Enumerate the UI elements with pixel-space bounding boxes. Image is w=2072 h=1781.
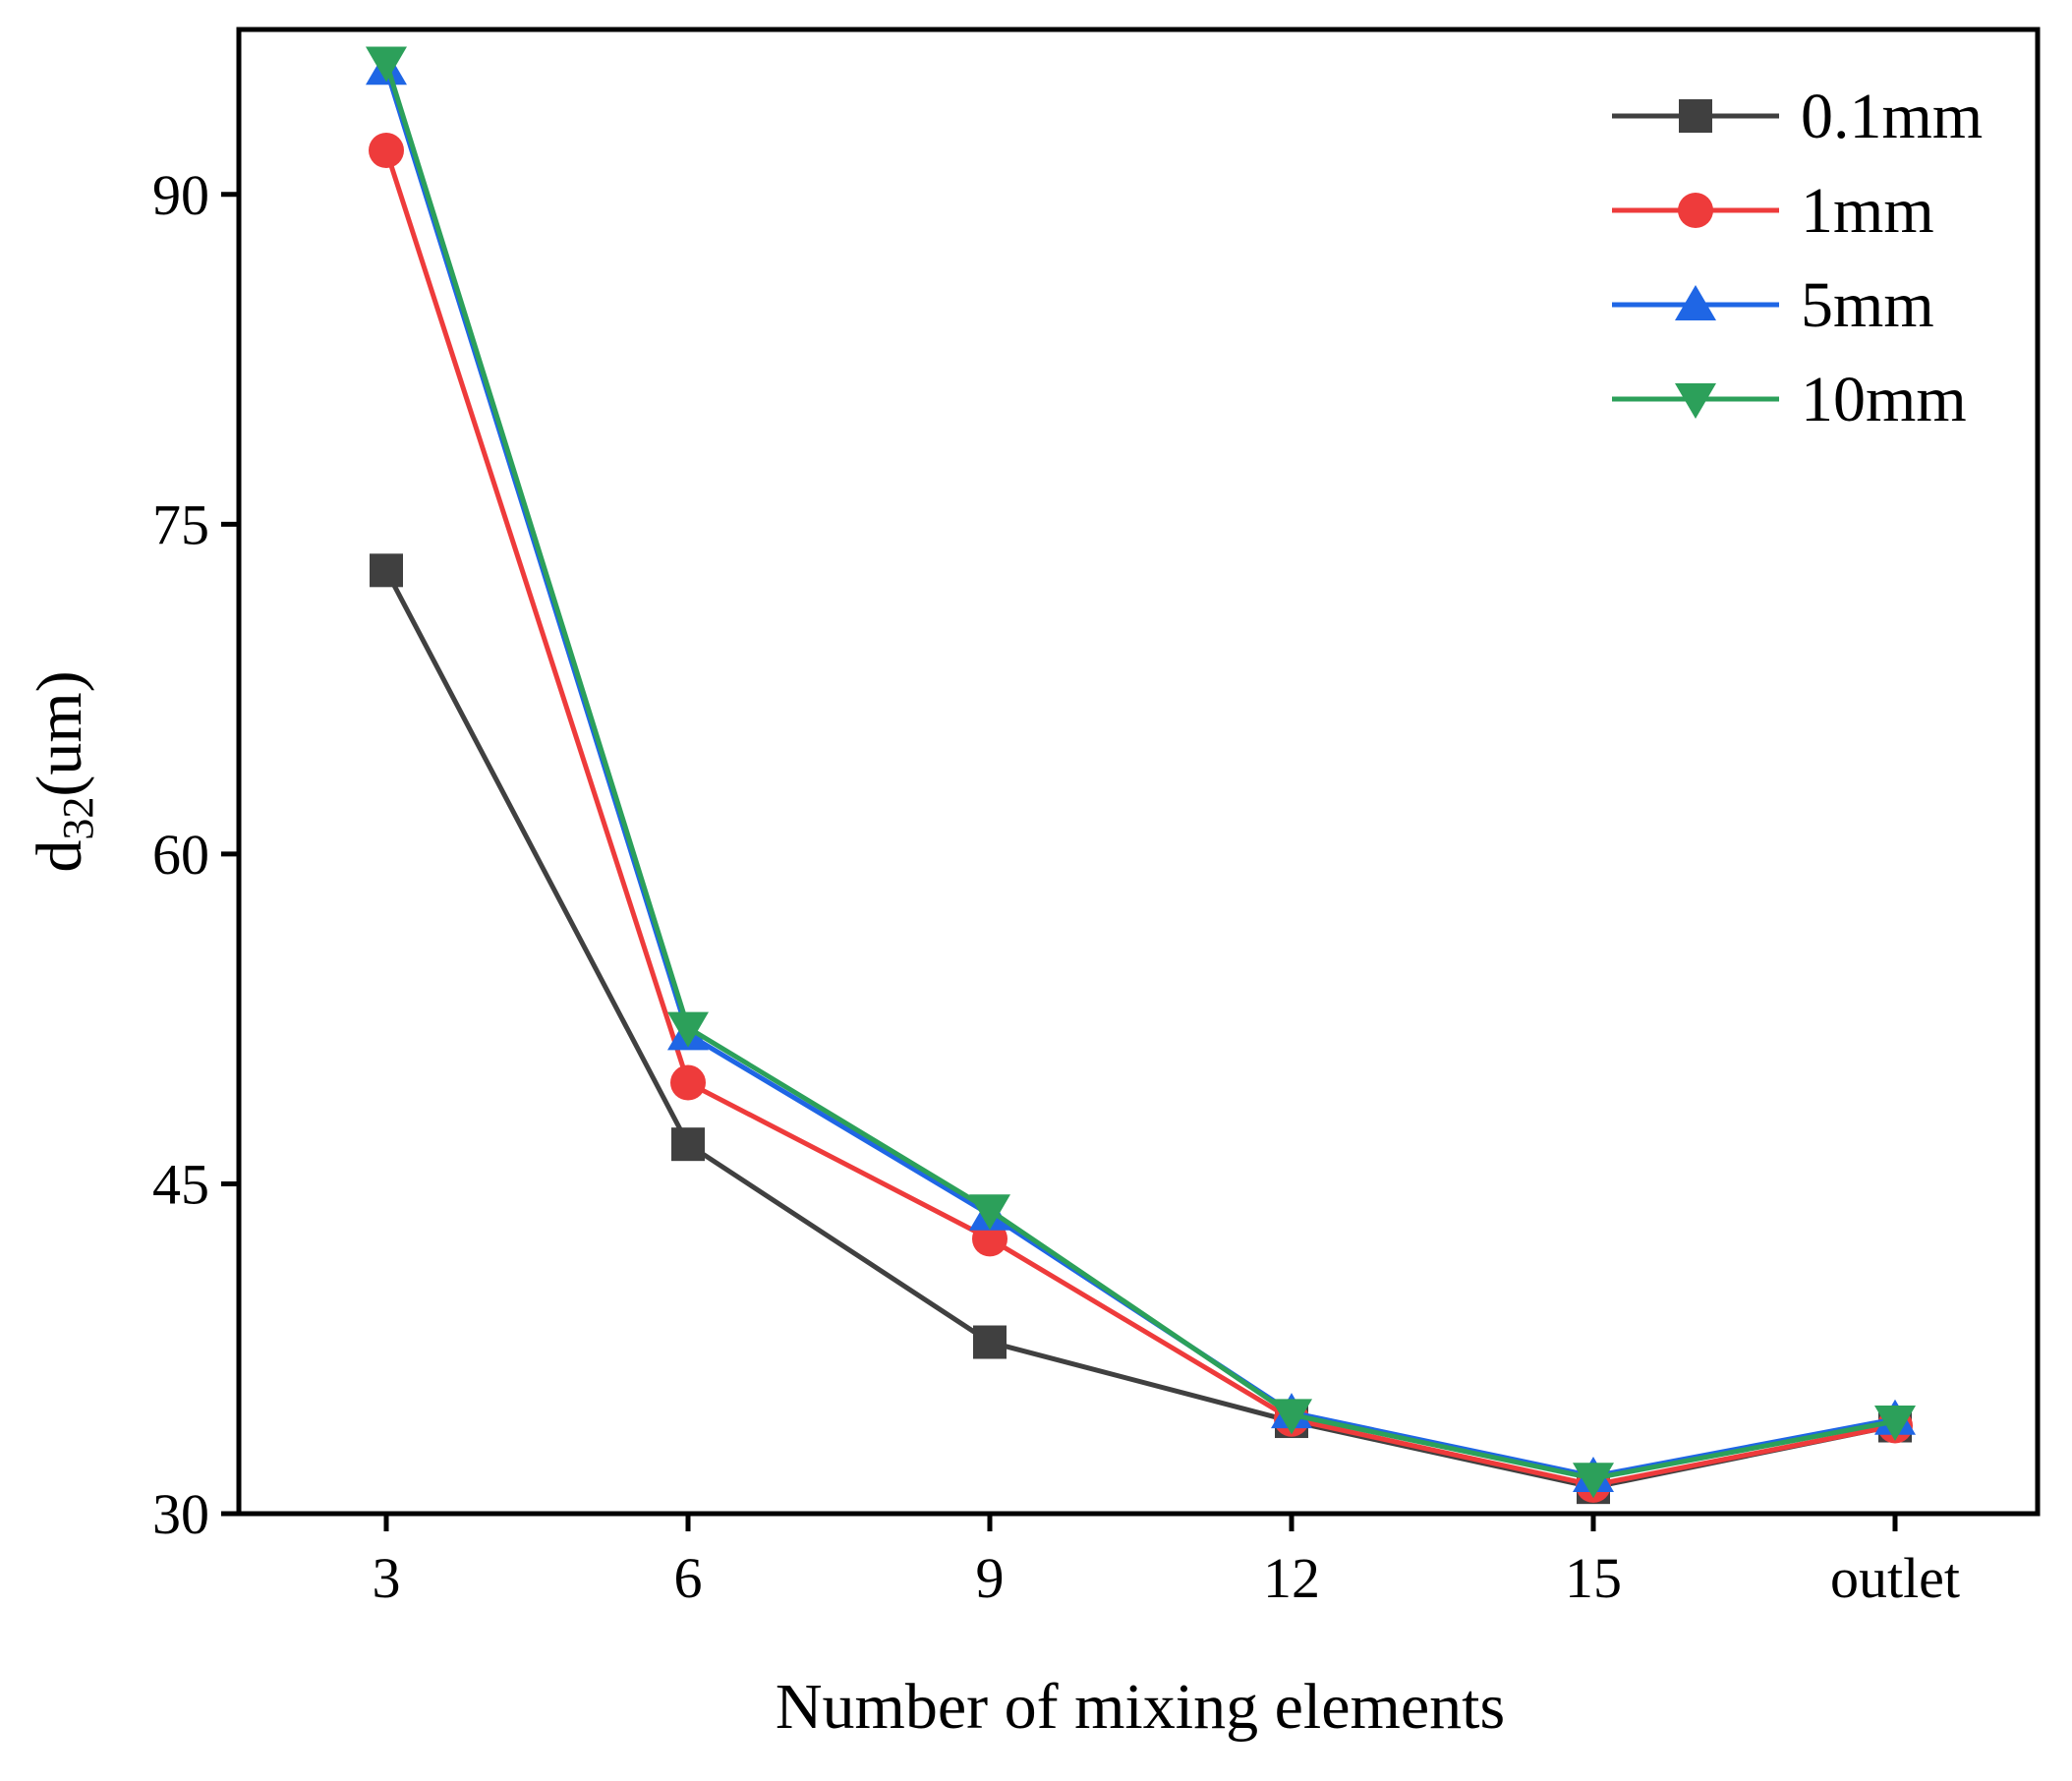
x-axis: 3 6 9 12 15 outlet: [373, 1514, 1960, 1610]
x-tick-label-3: 12: [1263, 1546, 1320, 1610]
x-axis-title: Number of mixing elements: [776, 1671, 1505, 1743]
y-tick-label-4: 90: [152, 163, 209, 227]
y-tick-label-2: 60: [152, 823, 209, 887]
series-0.1mm: [370, 553, 1912, 1505]
legend-item-5mm: 5mm: [1612, 269, 1934, 341]
point-10mm-9: [969, 1194, 1010, 1231]
point-0.1mm-6: [671, 1127, 705, 1162]
legend-marker-10mm: [1675, 383, 1716, 419]
y-tick-label-1: 45: [152, 1152, 209, 1216]
legend-item-10mm: 10mm: [1612, 364, 1967, 435]
x-tick-label-1: 6: [674, 1546, 703, 1610]
legend-marker-0.1mm: [1679, 99, 1712, 133]
point-0.1mm-3: [370, 553, 403, 588]
legend-item-1mm: 1mm: [1612, 175, 1934, 247]
series-line-5mm: [383, 68, 1896, 1479]
legend-marker-5mm: [1675, 285, 1716, 320]
y-tick-label-0: 30: [152, 1482, 209, 1546]
series-10mm: [366, 46, 1916, 1499]
point-10mm-12: [1271, 1399, 1312, 1435]
series-layer: [366, 46, 1916, 1505]
x-tick-label-0: 3: [373, 1546, 401, 1610]
point-10mm-outlet: [1874, 1406, 1916, 1442]
plot-frame: [236, 27, 2041, 1517]
series-line-0.1mm: [383, 569, 1896, 1490]
point-10mm-6: [667, 1011, 709, 1048]
series-1mm: [369, 133, 1913, 1503]
x-tick-label-2: 9: [976, 1546, 1005, 1610]
series-5mm: [366, 49, 1916, 1492]
legend-label-1mm: 1mm: [1801, 175, 1934, 247]
y-tick-label-3: 75: [152, 492, 209, 556]
legend: 0.1mm 1mm 5mm 10mm: [1612, 81, 1983, 435]
legend-label-0.1mm: 0.1mm: [1801, 81, 1983, 152]
y-axis-title: d32(um): [24, 670, 102, 872]
series-line-10mm: [383, 61, 1896, 1481]
y-axis-title-main: d: [24, 840, 95, 873]
point-1mm-6: [670, 1064, 706, 1101]
y-axis: 30 45 60 75 90: [152, 163, 239, 1546]
y-axis-title-unit: (um): [24, 670, 95, 796]
point-1mm-3: [369, 133, 404, 169]
legend-label-5mm: 5mm: [1801, 269, 1934, 341]
legend-marker-1mm: [1678, 193, 1713, 228]
legend-label-10mm: 10mm: [1801, 364, 1967, 435]
point-10mm-15: [1573, 1463, 1614, 1499]
x-tick-label-4: 15: [1565, 1546, 1622, 1610]
y-axis-title-subscript: 32: [54, 797, 102, 840]
x-tick-label-5: outlet: [1830, 1546, 1960, 1610]
series-line-1mm: [383, 149, 1896, 1488]
legend-item-0.1mm: 0.1mm: [1612, 81, 1983, 152]
point-0.1mm-9: [973, 1325, 1007, 1359]
point-10mm-3: [366, 46, 407, 83]
